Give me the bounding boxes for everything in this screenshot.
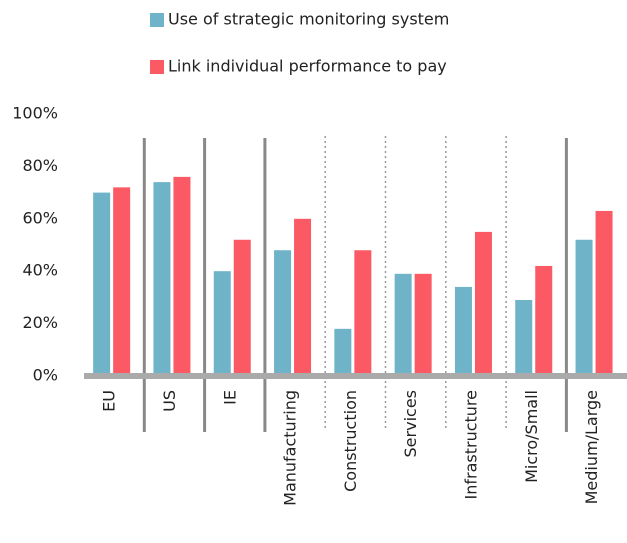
x-tick-label: Micro/Small [522,390,541,483]
legend-swatch [150,13,164,27]
y-tick-label: 100% [12,104,58,123]
bar [153,182,171,376]
bar [454,286,472,376]
x-tick-label: Infrastructure [461,390,480,499]
x-tick-label: EU [100,390,119,412]
bar [294,218,312,376]
bar [93,192,111,376]
bar [113,187,131,376]
bar [474,231,492,376]
x-tick-label: Manufacturing [281,390,300,506]
x-tick-label: Construction [341,390,360,492]
bar [233,239,251,376]
bar [334,328,352,376]
x-tick-label: Medium/Large [582,390,601,504]
bar [575,239,593,376]
x-tick-label: Services [401,390,420,457]
y-tick-label: 60% [22,208,58,227]
y-tick-label: 0% [33,366,58,385]
bar [274,250,292,376]
legend-swatch [150,60,164,74]
bar [414,273,432,376]
y-tick-label: 20% [22,313,58,332]
y-tick-label: 40% [22,261,58,280]
bar [595,210,613,376]
bar [213,271,231,376]
x-tick-label: IE [220,390,239,405]
x-tick-label: US [160,390,179,412]
bar [173,176,191,376]
legend-label: Link individual performance to pay [168,57,447,76]
bar [515,300,533,376]
legend-label: Use of strategic monitoring system [168,10,449,29]
y-tick-label: 80% [22,156,58,175]
bar [354,250,372,376]
bar [535,265,553,376]
bar [394,273,412,376]
